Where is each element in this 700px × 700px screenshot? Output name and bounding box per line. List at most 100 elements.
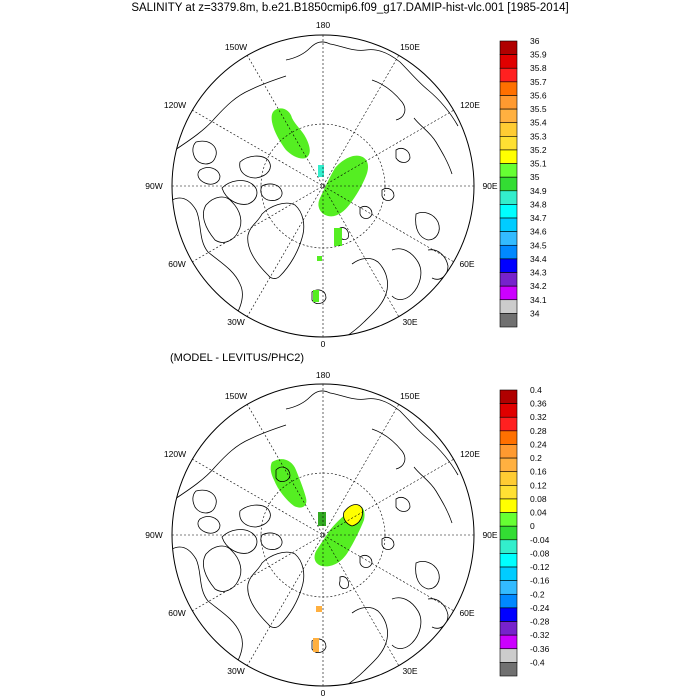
colorbar-swatch <box>499 95 518 110</box>
lon-label-30w: 30W <box>227 317 244 327</box>
colorbar-swatch <box>499 149 518 164</box>
lon-label-30e: 30E <box>402 666 417 676</box>
lon-label-120w: 120W <box>164 100 186 110</box>
lon-label-120e: 120E <box>460 100 480 110</box>
colorbar-label: 34.9 <box>530 186 547 196</box>
colorbar-swatch <box>499 176 518 192</box>
colorbar-swatch <box>499 539 518 554</box>
colorbar-swatch <box>499 566 518 581</box>
colorbar-label: 0.24 <box>530 439 547 449</box>
colorbar-swatch <box>499 136 518 151</box>
colorbar-swatch <box>499 498 518 513</box>
colorbar-label: 35.8 <box>530 63 547 73</box>
colorbar-label: 35.7 <box>530 77 547 87</box>
colorbar-swatch <box>499 662 518 677</box>
lon-label-30w: 30W <box>227 666 244 676</box>
lon-label-150e: 150E <box>400 42 420 52</box>
map-boundary <box>171 34 475 338</box>
colorbar-swatch <box>499 634 518 650</box>
plot-subtitle: (MODEL - LEVITUS/PHC2) <box>170 352 305 364</box>
colorbar-salinity: 36 35.9 35.8 35.7 35.6 35.5 35.4 35.3 35.2 35.1 35… <box>499 36 547 328</box>
colorbar-label: -0.32 <box>530 630 550 640</box>
colorbar-label: 35.9 <box>530 50 547 60</box>
lon-label-0: 0 <box>321 339 326 349</box>
plot-title: SALINITY at z=3379.8m, b.e21.B1850cmip6.… <box>131 2 569 14</box>
colorbar-label: 0.04 <box>530 508 547 518</box>
colorbar-label: -0.28 <box>530 617 550 627</box>
colorbar-swatch <box>499 272 518 287</box>
colorbar-label: 0.32 <box>530 412 547 422</box>
zero-contour <box>275 466 363 527</box>
lon-label-60e: 60E <box>459 259 474 269</box>
colorbar-label: -0.4 <box>530 657 545 667</box>
colorbar-label: 34.8 <box>530 199 547 209</box>
colorbar-swatch <box>499 430 518 445</box>
colorbar-swatch <box>499 485 518 500</box>
salinity-field-cyan <box>318 165 324 177</box>
colorbar-swatch <box>499 553 518 568</box>
map-boundary <box>171 383 475 687</box>
colorbar-label: -0.2 <box>530 589 545 599</box>
polar-map-difference: 180 150W 150E 120W 120E 90W 90E 60W 60E … <box>145 370 549 698</box>
colorbar-label: 35.1 <box>530 159 547 169</box>
lon-label-150e: 150E <box>400 391 420 401</box>
lon-label-90w: 90W <box>145 530 162 540</box>
colorbar-swatch <box>499 512 518 527</box>
colorbar-label: 34.5 <box>530 240 547 250</box>
colorbar-swatch <box>499 54 518 69</box>
graticule <box>172 35 474 337</box>
colorbar-label: 35.2 <box>530 145 547 155</box>
colorbar-swatch <box>499 244 518 260</box>
polar-map-salinity: 180 150W 150E 120W 120E 90W 90E 60W 60E … <box>145 20 547 349</box>
colorbar-label: 0.28 <box>530 426 547 436</box>
colorbar-swatch <box>499 621 518 636</box>
colorbar-label: 0.36 <box>530 399 547 409</box>
lon-label-150w: 150W <box>225 391 247 401</box>
salinity-field <box>271 108 368 302</box>
lon-label-30e: 30E <box>402 317 417 327</box>
lon-label-0: 0 <box>321 688 326 698</box>
colorbar-swatch <box>499 403 518 418</box>
colorbar-swatch <box>499 217 518 232</box>
colorbar-swatch <box>499 204 518 219</box>
longitude-labels: 180 150W 150E 120W 120E 90W 90E 60W 60E … <box>145 370 498 698</box>
colorbar-swatch <box>499 40 518 55</box>
colorbar-swatch <box>499 593 518 609</box>
colorbar-label: 34.4 <box>530 254 547 264</box>
colorbar-swatch <box>499 313 518 328</box>
colorbar-swatch <box>499 580 518 595</box>
colorbar-swatch <box>499 81 518 96</box>
colorbar-label: -0.16 <box>530 576 550 586</box>
lon-label-120w: 120W <box>164 449 186 459</box>
colorbar-label: 34.3 <box>530 268 547 278</box>
lon-label-180: 180 <box>316 20 330 30</box>
lon-label-120e: 120E <box>460 449 480 459</box>
colorbar-label: -0.04 <box>530 535 550 545</box>
colorbar-swatch <box>499 444 518 459</box>
colorbar-swatch <box>499 190 518 205</box>
colorbar-label: 0.16 <box>530 467 547 477</box>
colorbar-swatch <box>499 122 518 137</box>
colorbar-swatch <box>499 607 518 622</box>
colorbar-label: 35.6 <box>530 90 547 100</box>
colorbar-label: 0.4 <box>530 385 542 395</box>
longitude-labels: 180 150W 150E 120W 120E 90W 90E 60W 60E … <box>145 20 498 349</box>
lon-label-90e: 90E <box>482 530 497 540</box>
colorbar-label: 35.3 <box>530 131 547 141</box>
colorbar-swatch <box>499 648 518 663</box>
colorbar-swatch <box>499 525 518 541</box>
lon-label-150w: 150W <box>225 42 247 52</box>
colorbar-label: 0.12 <box>530 480 547 490</box>
lon-label-60e: 60E <box>459 608 474 618</box>
colorbar-label: 0.08 <box>530 494 547 504</box>
colorbar-swatch <box>499 67 518 83</box>
colorbar-swatch <box>499 231 518 246</box>
colorbar-label: 34.1 <box>530 295 547 305</box>
colorbar-label: -0.24 <box>530 603 550 613</box>
colorbar-difference: 0.4 0.36 0.32 0.28 0.24 0.2 0.16 0.12 0.08 0.04 0 -… <box>499 385 550 677</box>
colorbar-label: 36 <box>530 36 540 46</box>
colorbar-label: 0.2 <box>530 453 542 463</box>
colorbar-label: -0.08 <box>530 548 550 558</box>
colorbar-swatch <box>499 163 518 178</box>
lon-label-90e: 90E <box>482 181 497 191</box>
